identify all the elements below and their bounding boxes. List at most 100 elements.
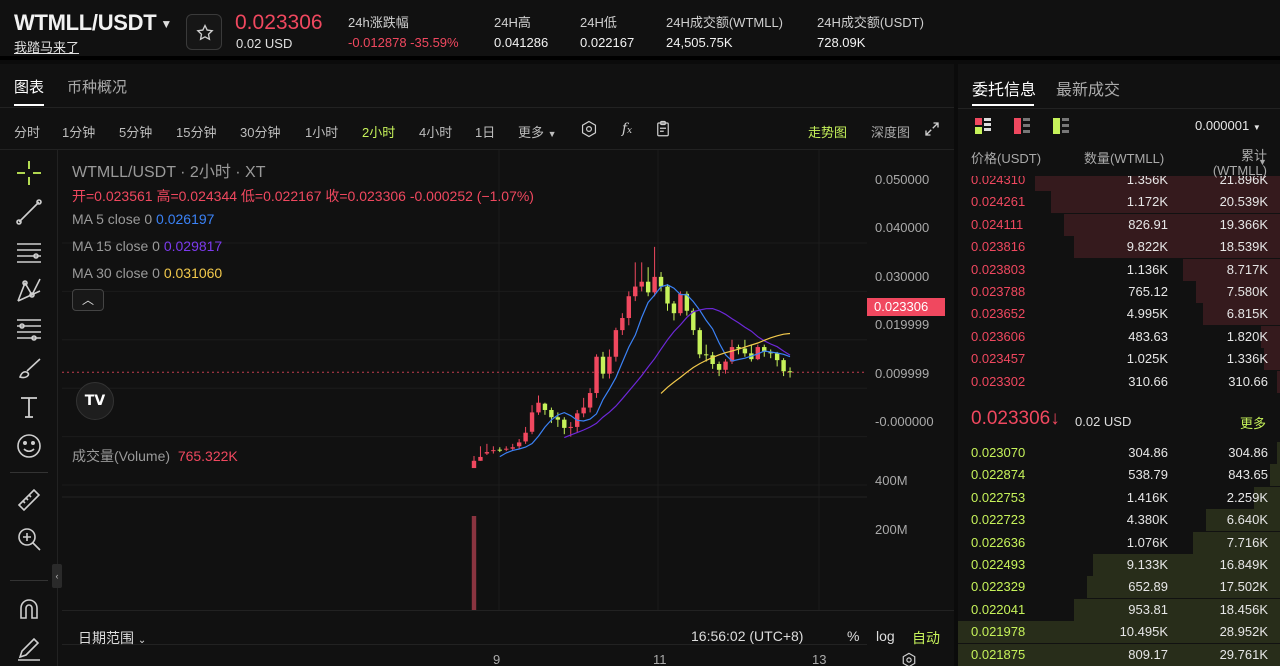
chart-settings-icon[interactable] (901, 652, 917, 666)
depth-view-button[interactable]: 深度图 (871, 125, 911, 140)
tab-orderbook[interactable]: 委托信息 (972, 82, 1037, 99)
ma5-legend[interactable]: MA 5 close 0 0.026197 (72, 211, 214, 227)
bid-row[interactable]: 0.021978 10.495K 28.952K (958, 621, 1280, 644)
percent-toggle[interactable]: % (847, 628, 860, 644)
sort-caret-icon[interactable]: ▼ (1258, 157, 1267, 167)
indicators-icon[interactable]: fx (621, 121, 633, 137)
bid-row[interactable]: 0.022723 4.380K 6.640K (958, 509, 1280, 532)
plot-area[interactable]: WTMLL/USDT · 2小时 · XT 开=0.023561 高=0.024… (62, 150, 867, 666)
ask-row[interactable]: 0.023803 1.136K 8.717K (958, 258, 1280, 281)
collapse-legend-icon[interactable]: ︿ (72, 289, 104, 311)
ask-row[interactable]: 0.023606 483.63 1.820K (958, 325, 1280, 348)
ask-row[interactable]: 0.024310 1.356K 21.896K (958, 176, 1280, 191)
divider (958, 108, 1280, 109)
clock-display[interactable]: 16:56:02 (UTC+8) (691, 628, 804, 644)
ask-total: 6.815K (1226, 306, 1268, 322)
timeframe-15m[interactable]: 15分钟 (176, 125, 217, 140)
timeframe-1m[interactable]: 1分钟 (62, 125, 96, 140)
ma30-legend[interactable]: MA 30 close 0 0.031060 (72, 265, 222, 281)
tab-coin-overview[interactable]: 币种概况 (67, 79, 128, 96)
ma15-label: MA 15 close 0 (72, 238, 160, 254)
pencil-lock-icon[interactable] (14, 633, 44, 663)
ask-row[interactable]: 0.024261 1.172K 20.539K (958, 191, 1280, 214)
ask-total: 21.896K (1219, 176, 1268, 187)
trend-view-button[interactable]: 走势图 (808, 125, 848, 140)
bid-row[interactable]: 0.022329 652.89 17.502K (958, 576, 1280, 599)
bid-row[interactable]: 0.023070 304.86 304.86 (958, 442, 1280, 464)
pair-selector[interactable]: WTMLL/USDT ▼ (14, 10, 172, 36)
precision-selector[interactable]: 0.000001 ▼ (1195, 118, 1261, 133)
log-toggle[interactable]: log (876, 628, 895, 644)
bid-qty: 953.81 (1128, 601, 1168, 617)
tab-chart[interactable]: 图表 (14, 79, 45, 96)
bid-row[interactable]: 0.021875 809.17 29.761K (958, 643, 1280, 666)
last-price-usd: 0.02 USD (236, 36, 293, 51)
caret-down-icon[interactable]: ▼ (160, 17, 172, 32)
bid-row[interactable]: 0.022874 538.79 843.65 (958, 464, 1280, 487)
fib-icon[interactable] (14, 314, 44, 344)
bid-total: 7.716K (1226, 534, 1268, 550)
book-asks-icon[interactable] (1013, 117, 1031, 135)
timeframe-2h[interactable]: 2小时 (362, 125, 396, 140)
timeframe-30m[interactable]: 30分钟 (240, 125, 281, 140)
tool-divider (10, 472, 48, 473)
horizontal-lines-icon[interactable] (14, 236, 44, 266)
bid-row[interactable]: 0.022636 1.076K 7.716K (958, 531, 1280, 554)
pair-name[interactable]: WTMLL/USDT (14, 10, 157, 35)
token-name-link[interactable]: 我踏马来了 (14, 40, 80, 55)
bid-qty: 4.380K (1126, 512, 1168, 528)
auto-scale-toggle[interactable]: 自动 (912, 630, 940, 646)
fullscreen-icon[interactable] (923, 120, 941, 138)
mid-price-usd: 0.02 USD (1075, 414, 1132, 429)
collapse-toolbar-icon[interactable]: ‹ (52, 564, 62, 588)
ask-row[interactable]: 0.023302 310.66 310.66 (958, 370, 1280, 393)
book-bids-icon[interactable] (1052, 117, 1070, 135)
timeframe-timeline[interactable]: 分时 (14, 125, 41, 140)
ask-depth-bar (1264, 348, 1280, 371)
ask-row[interactable]: 0.023788 765.12 7.580K (958, 281, 1280, 303)
ma15-legend[interactable]: MA 15 close 0 0.029817 (72, 238, 222, 254)
candle-body (607, 356, 612, 374)
template-icon[interactable] (654, 120, 672, 138)
tradingview-logo-icon[interactable]: TV (76, 382, 114, 420)
chart-bottom-bar: 日期范围 ⌄ 16:56:02 (UTC+8) % log 自动 (62, 610, 954, 666)
brush-icon[interactable] (14, 353, 44, 383)
col-header-qty: 数量(WTMLL) (1084, 151, 1165, 166)
ask-row[interactable]: 0.024111 826.91 19.366K (958, 213, 1280, 236)
emoji-icon[interactable] (14, 431, 44, 461)
settings-icon[interactable] (580, 120, 598, 138)
ask-row[interactable]: 0.023652 4.995K 6.815K (958, 303, 1280, 326)
zoom-in-icon[interactable] (14, 524, 44, 554)
more-link[interactable]: 更多 (1240, 416, 1267, 431)
price-axis[interactable]: 0.050000 0.040000 0.030000 0.019999 0.00… (867, 150, 954, 666)
crosshair-icon[interactable] (14, 158, 44, 188)
ruler-icon[interactable] (14, 485, 44, 515)
ask-qty: 1.172K (1126, 194, 1168, 210)
date-range-selector[interactable]: 日期范围 ⌄ (78, 628, 146, 648)
pattern-icon[interactable] (14, 275, 44, 305)
ma5-line (499, 284, 791, 458)
timeframe-5m[interactable]: 5分钟 (119, 125, 153, 140)
trend-line-icon[interactable] (14, 197, 44, 227)
ask-total: 1.820K (1226, 328, 1268, 344)
text-tool-icon[interactable] (14, 392, 44, 422)
timeframe-4h[interactable]: 4小时 (419, 125, 453, 140)
timeframe-more[interactable]: 更多 ▼ (518, 122, 557, 141)
timeframe-1d[interactable]: 1日 (475, 125, 496, 140)
tab-latest-trades[interactable]: 最新成交 (1056, 82, 1121, 99)
stat-value-change: -0.012878 -35.59% (348, 35, 459, 50)
bid-row[interactable]: 0.022493 9.133K 16.849K (958, 554, 1280, 576)
bid-row[interactable]: 0.022753 1.416K 2.259K (958, 486, 1280, 509)
magnet-icon[interactable] (14, 594, 44, 624)
bids-list: 0.023070 304.86 304.86 0.022874 538.79 843.65… (958, 442, 1280, 666)
ask-row[interactable]: 0.023816 9.822K 18.539K (958, 236, 1280, 259)
candlestick-chart[interactable] (62, 150, 867, 610)
timeframe-1h[interactable]: 1小时 (305, 125, 339, 140)
favorite-button[interactable] (186, 14, 222, 50)
bid-row[interactable]: 0.022041 953.81 18.456K (958, 598, 1280, 621)
bid-total: 17.502K (1219, 579, 1268, 595)
ask-row[interactable]: 0.023457 1.025K 1.336K (958, 348, 1280, 371)
book-both-icon[interactable] (974, 117, 992, 135)
bid-total: 29.761K (1219, 646, 1268, 662)
bid-depth-bar (958, 621, 1280, 644)
